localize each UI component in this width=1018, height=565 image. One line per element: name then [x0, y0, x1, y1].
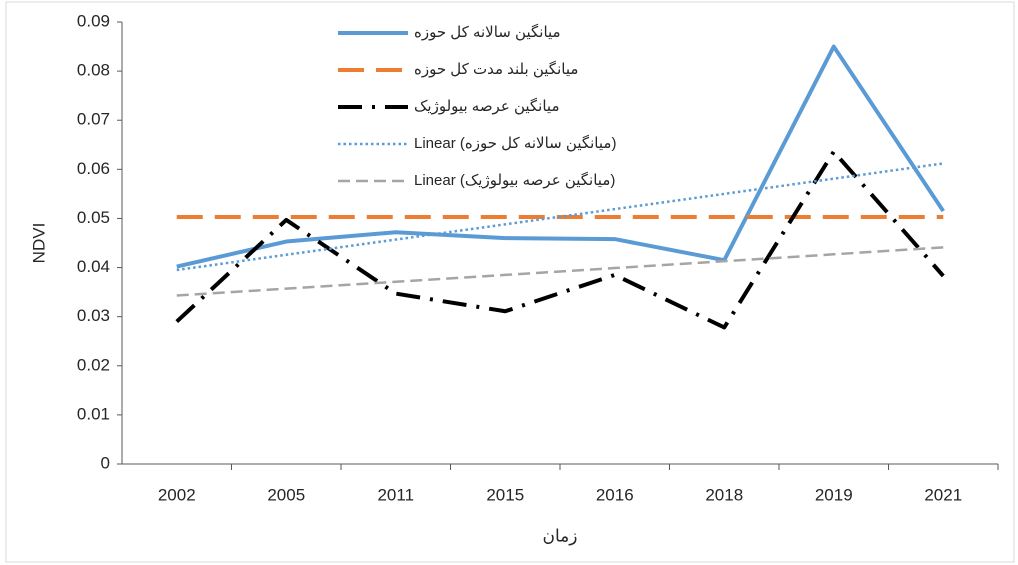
x-tick-label: 2018 [705, 485, 743, 504]
series-line [176, 162, 944, 272]
x-tick-label: 2019 [815, 485, 853, 504]
x-axis-title: زمان [543, 526, 578, 545]
y-tick-label: 0.05 [77, 208, 110, 227]
legend-label: میانگین سالانه کل حوزه [414, 23, 561, 41]
y-tick-label: 0.06 [77, 159, 110, 178]
x-tick-label: 2005 [267, 485, 305, 504]
legend-label: Linear (میانگین سالانه کل حوزه) [414, 134, 616, 152]
x-tick-label: 2021 [924, 485, 962, 504]
y-tick-label: 0.03 [77, 306, 110, 325]
y-tick-label: 0.09 [77, 11, 110, 30]
y-tick-label: 0.02 [77, 355, 110, 374]
x-tick-label: 2011 [377, 485, 414, 504]
y-tick-label: 0 [101, 453, 110, 472]
x-tick-label: 2016 [596, 485, 634, 504]
y-axis-title: NDVI [29, 223, 48, 264]
series-line [176, 246, 944, 297]
y-tick-label: 0.01 [77, 404, 110, 423]
x-tick-label: 2015 [486, 485, 524, 504]
y-tick-label: 0.08 [77, 61, 110, 80]
legend-label: Linear (میانگین عرصه بیولوژیک) [414, 171, 615, 189]
legend: میانگین سالانه کل حوزه میانگین بلند مدت ک… [338, 23, 616, 189]
y-tick-label: 0.07 [77, 110, 110, 129]
x-tick-label: 2002 [158, 485, 196, 504]
legend-label: میانگین بلند مدت کل حوزه [414, 60, 578, 78]
y-tick-label: 0.04 [77, 257, 110, 276]
series-line [176, 44, 945, 269]
legend-label: میانگین عرصه بیولوژیک [414, 97, 560, 115]
chart-border [5, 1, 1015, 563]
